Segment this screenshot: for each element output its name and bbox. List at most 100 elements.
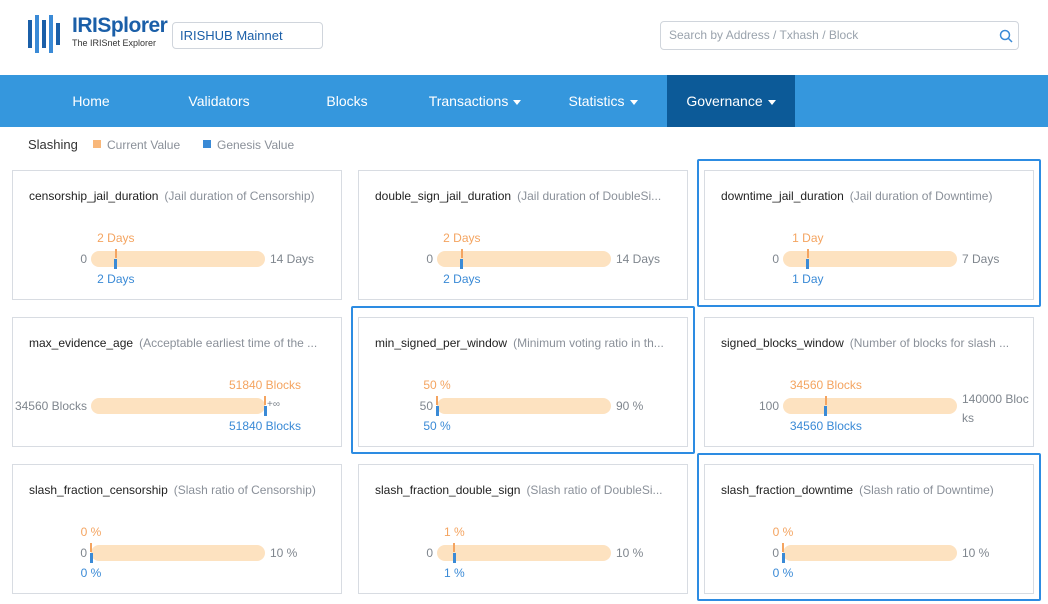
- param-description: (Acceptable earliest time of the ...: [139, 336, 318, 350]
- param-card: double_sign_jail_duration (Jail duration …: [358, 170, 688, 300]
- nav-label[interactable]: Statistics: [568, 93, 625, 109]
- min-label: 0: [80, 252, 87, 266]
- min-label: 34560 Blocks: [14, 399, 87, 413]
- genesis-marker: [114, 259, 118, 269]
- nav-bar: Home Validators Blocks Transactions Statisti…: [0, 75, 1048, 127]
- current-label: 1 %: [444, 525, 465, 539]
- min-label: 0: [80, 546, 87, 560]
- legend-genesis: Genesis Value: [217, 138, 295, 152]
- param-title: max_evidence_age (Acceptable earliest tim…: [29, 336, 317, 350]
- range-bar: [783, 545, 957, 561]
- current-label: 51840 Blocks: [228, 378, 302, 392]
- current-marker: [824, 396, 827, 405]
- current-label: 2 Days: [97, 231, 135, 245]
- genesis-label: 2 Days: [97, 272, 135, 286]
- min-label: 100: [758, 399, 779, 413]
- current-label: 0 %: [772, 525, 794, 539]
- param-card: max_evidence_age (Acceptable earliest tim…: [12, 317, 342, 447]
- section-title: Slashing: [28, 137, 78, 152]
- param-title: min_signed_per_window (Minimum voting rat…: [375, 336, 664, 350]
- range-bar: [91, 398, 265, 414]
- nav-label[interactable]: Validators: [188, 93, 250, 109]
- param-card: slash_fraction_double_sign (Slash ratio o…: [358, 464, 688, 594]
- param-description: (Number of blocks for slash ...: [849, 336, 1010, 350]
- max-label: 10 %: [270, 546, 298, 560]
- nav-label[interactable]: Transactions: [428, 93, 509, 109]
- current-label: 1 Day: [792, 231, 824, 245]
- param-title: slash_fraction_censorship (Slash ratio of…: [29, 483, 316, 497]
- current-marker: [114, 249, 117, 258]
- genesis-marker: [781, 553, 785, 563]
- param-name: min_signed_per_window: [375, 336, 508, 350]
- network-select[interactable]: IRISHUB Mainnet: [172, 22, 323, 49]
- genesis-label: 50 %: [423, 419, 451, 433]
- genesis-label: 0 %: [772, 566, 794, 580]
- nav-item[interactable]: Home: [27, 75, 155, 127]
- param-card: slash_fraction_censorship (Slash ratio of…: [12, 464, 342, 594]
- range-bar: [437, 398, 611, 414]
- genesis-marker: [263, 406, 267, 416]
- min-label: 0: [426, 252, 433, 266]
- min-label: 0: [772, 546, 779, 560]
- search-icon[interactable]: [999, 29, 1013, 43]
- range-bar: [783, 398, 957, 414]
- param-description: (Slash ratio of Censorship): [173, 483, 316, 497]
- param-card: downtime_jail_duration (Jail duration of …: [704, 170, 1034, 300]
- legend-swatch: [93, 140, 101, 148]
- range-bar: [437, 251, 611, 267]
- current-marker: [436, 396, 438, 405]
- param-title: slash_fraction_downtime (Slash ratio of D…: [721, 483, 994, 497]
- genesis-label: 51840 Blocks: [228, 419, 302, 433]
- caret: [513, 99, 522, 105]
- logo-title[interactable]: IRISplorer: [72, 14, 168, 37]
- nav-label[interactable]: Governance: [686, 93, 763, 109]
- genesis-marker: [435, 406, 439, 416]
- current-marker: [453, 543, 456, 552]
- max-label: 10 %: [962, 546, 990, 560]
- genesis-label: 0 %: [80, 566, 102, 580]
- genesis-label: 2 Days: [443, 272, 481, 286]
- max-label: 140000 Blocks: [962, 392, 1029, 425]
- highlight-frame: [351, 306, 695, 454]
- genesis-label: 34560 Blocks: [789, 419, 862, 433]
- nav-item[interactable]: Validators: [155, 75, 283, 127]
- max-label: 14 Days: [616, 252, 661, 266]
- param-title: signed_blocks_window (Number of blocks fo…: [721, 336, 1009, 350]
- param-card: min_signed_per_window (Minimum voting rat…: [358, 317, 688, 447]
- nav-label[interactable]: Home: [72, 93, 110, 109]
- param-card: signed_blocks_window (Number of blocks fo…: [704, 317, 1034, 447]
- header: IRISplorer The IRISnet Explorer IRISHUB …: [0, 0, 1048, 75]
- current-marker: [264, 396, 266, 405]
- current-label: 34560 Blocks: [789, 378, 862, 392]
- search-input[interactable]: Search by Address / Txhash / Block: [660, 21, 1019, 50]
- range-bar: [91, 251, 265, 267]
- param-name: slash_fraction_downtime: [721, 483, 854, 497]
- nav-item[interactable]: Transactions: [411, 75, 539, 127]
- genesis-marker: [806, 259, 810, 269]
- caret: [629, 99, 638, 105]
- param-title: downtime_jail_duration (Jail duration of …: [721, 189, 992, 203]
- param-name: max_evidence_age: [29, 336, 134, 350]
- param-card: slash_fraction_downtime (Slash ratio of D…: [704, 464, 1034, 594]
- param-name: censorship_jail_duration: [29, 189, 159, 203]
- genesis-marker: [824, 406, 828, 416]
- nav-item[interactable]: Statistics: [539, 75, 667, 127]
- nav-item[interactable]: Blocks: [283, 75, 411, 127]
- caret: [767, 99, 776, 105]
- max-label: 7 Days: [962, 252, 1000, 266]
- current-marker: [90, 543, 92, 552]
- max-label: 14 Days: [270, 252, 315, 266]
- max-label: +∞: [267, 399, 280, 410]
- genesis-marker: [89, 553, 93, 563]
- param-description: (Jail duration of Downtime): [849, 189, 993, 203]
- nav-label[interactable]: Blocks: [326, 93, 368, 109]
- highlight-frame: [697, 159, 1041, 307]
- range-bar: [91, 545, 265, 561]
- param-description: (Jail duration of Censorship): [164, 189, 315, 203]
- current-marker: [782, 543, 784, 552]
- param-name: downtime_jail_duration: [721, 189, 844, 203]
- nav-item[interactable]: Governance: [667, 75, 795, 127]
- param-description: (Jail duration of DoubleSi...: [517, 189, 662, 203]
- legend-current: Current Value: [107, 138, 181, 152]
